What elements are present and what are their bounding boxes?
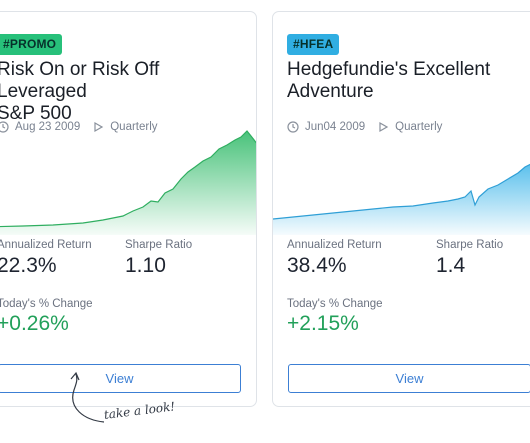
date-text: Jun04 2009 <box>305 121 366 133</box>
chart-line <box>273 163 530 220</box>
chart-area <box>0 131 256 235</box>
todays-change-value: +0.26% <box>0 312 69 335</box>
todays-change-value: +2.15% <box>287 312 359 335</box>
card-meta: Aug 23 2009 Quarterly <box>0 119 158 135</box>
play-triangle-icon <box>94 121 104 133</box>
annualized-return-label: Annualized Return <box>0 239 92 251</box>
chart-line <box>0 130 256 228</box>
todays-change-label: Today's % Change <box>0 298 93 310</box>
chart-area <box>273 164 530 235</box>
sharpe-ratio-value: 1.10 <box>125 254 166 277</box>
strategy-card-hfea: #HFEA Hedgefundie's Excellent Adventure … <box>272 11 530 407</box>
card-title: Hedgefundie's Excellent Adventure <box>287 59 491 102</box>
frequency-text: Quarterly <box>395 121 443 133</box>
strategy-card-promo: #PROMO Risk On or Risk Off Leveraged S&P… <box>0 11 257 407</box>
view-button[interactable]: View <box>288 364 530 393</box>
performance-chart <box>0 130 256 235</box>
sharpe-ratio-value: 1.4 <box>436 254 466 277</box>
date-text: Aug 23 2009 <box>15 121 81 133</box>
badge-tag: #HFEA <box>287 34 340 55</box>
clock-icon <box>0 121 9 133</box>
todays-change-label: Today's % Change <box>287 298 383 310</box>
play-triangle-icon <box>379 121 389 133</box>
badge-tag: #PROMO <box>0 34 63 55</box>
annualized-return-value: 38.4% <box>287 254 347 277</box>
annualized-return-label: Annualized Return <box>287 239 382 251</box>
card-meta: Jun04 2009 Quarterly <box>287 119 442 135</box>
annualized-return-value: 22.3% <box>0 254 57 277</box>
curved-arrow-icon <box>70 371 105 423</box>
sharpe-ratio-label: Sharpe Ratio <box>125 239 193 251</box>
frequency-text: Quarterly <box>110 121 158 133</box>
sharpe-ratio-label: Sharpe Ratio <box>436 239 504 251</box>
card-title: Risk On or Risk Off Leveraged S&P 500 <box>0 59 160 124</box>
performance-chart <box>273 163 530 235</box>
view-button[interactable]: View <box>0 364 241 393</box>
clock-icon <box>287 121 299 133</box>
